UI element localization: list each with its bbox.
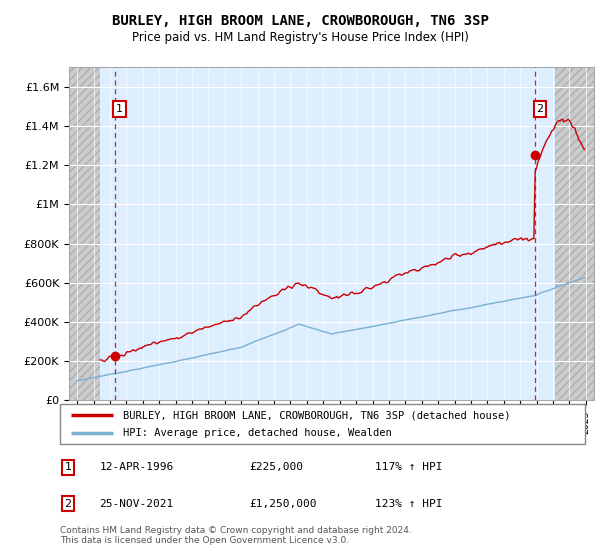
- Text: 123% ↑ HPI: 123% ↑ HPI: [375, 499, 443, 508]
- Text: 1: 1: [116, 104, 123, 114]
- Text: 1: 1: [64, 463, 71, 472]
- Bar: [554, 67, 594, 400]
- Text: Price paid vs. HM Land Registry's House Price Index (HPI): Price paid vs. HM Land Registry's House …: [131, 31, 469, 44]
- Text: 2: 2: [64, 499, 71, 508]
- Text: 12-APR-1996: 12-APR-1996: [100, 463, 173, 472]
- Text: 25-NOV-2021: 25-NOV-2021: [100, 499, 173, 508]
- Text: £1,250,000: £1,250,000: [249, 499, 317, 508]
- Text: BURLEY, HIGH BROOM LANE, CROWBOROUGH, TN6 3SP: BURLEY, HIGH BROOM LANE, CROWBOROUGH, TN…: [112, 14, 488, 28]
- Text: 2: 2: [536, 104, 544, 114]
- FancyBboxPatch shape: [60, 404, 585, 444]
- Text: Contains HM Land Registry data © Crown copyright and database right 2024.: Contains HM Land Registry data © Crown c…: [60, 526, 412, 535]
- Text: £225,000: £225,000: [249, 463, 303, 472]
- Text: BURLEY, HIGH BROOM LANE, CROWBOROUGH, TN6 3SP (detached house): BURLEY, HIGH BROOM LANE, CROWBOROUGH, TN…: [123, 410, 511, 421]
- Text: This data is licensed under the Open Government Licence v3.0.: This data is licensed under the Open Gov…: [60, 536, 349, 545]
- Text: 117% ↑ HPI: 117% ↑ HPI: [375, 463, 443, 472]
- Text: HPI: Average price, detached house, Wealden: HPI: Average price, detached house, Weal…: [123, 428, 392, 438]
- Bar: [69, 67, 100, 400]
